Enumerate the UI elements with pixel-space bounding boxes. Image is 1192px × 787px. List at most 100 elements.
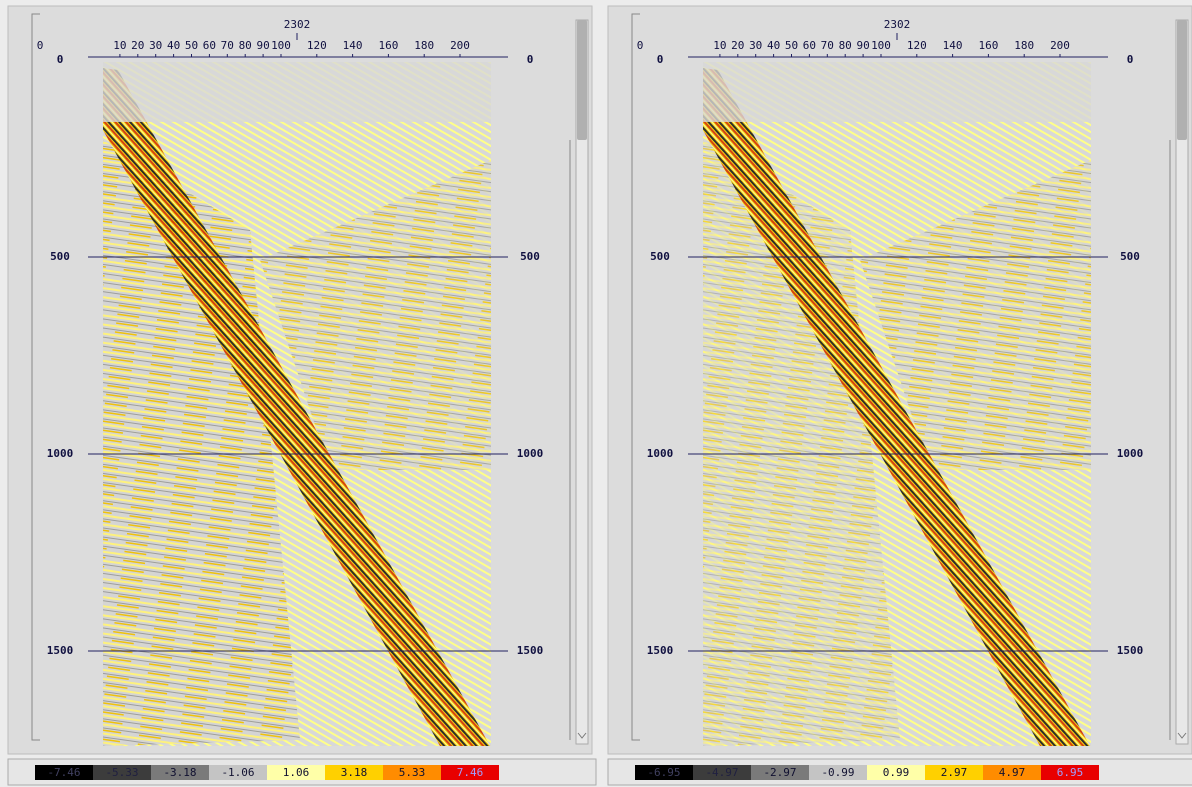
y-tick-label: 1500 [647, 644, 674, 657]
x-tick-label: 160 [378, 39, 398, 52]
x-tick-label: 40 [167, 39, 180, 52]
colorbar-cell [1041, 765, 1099, 780]
colorbar-cell [35, 765, 93, 780]
colorbar-label: -4.97 [705, 766, 738, 779]
colorbar-cell [809, 765, 867, 780]
y-tick-label-right: 1000 [517, 447, 544, 460]
x-tick-label: 180 [414, 39, 434, 52]
colorbar-label: -5.33 [105, 766, 138, 779]
colorbar-cell [209, 765, 267, 780]
colorbar-cell [267, 765, 325, 780]
colorbar-label: 6.95 [1057, 766, 1084, 779]
x-tick-label: 0 [637, 39, 644, 52]
colorbar-label: -7.46 [47, 766, 80, 779]
colorbar-cell [867, 765, 925, 780]
x-tick-label: 100 [871, 39, 891, 52]
y-tick-label-right: 500 [1120, 250, 1140, 263]
scrollbar-thumb [577, 20, 587, 140]
x-tick-label: 50 [185, 39, 198, 52]
x-tick-label: 40 [767, 39, 780, 52]
y-tick-label-right: 1000 [1117, 447, 1144, 460]
colorbar-label: 0.99 [883, 766, 910, 779]
x-tick-label: 120 [907, 39, 927, 52]
x-tick-label: 80 [839, 39, 852, 52]
y-tick-label-right: 1500 [517, 644, 544, 657]
y-tick-label: 0 [657, 53, 664, 66]
colorbar-cell [93, 765, 151, 780]
y-tick-label-right: 500 [520, 250, 540, 263]
x-tick-label: 90 [256, 39, 269, 52]
scrollbar-thumb [1177, 20, 1187, 140]
x-tick-label: 20 [731, 39, 744, 52]
x-tick-label: 70 [221, 39, 234, 52]
colorbar-cell [151, 765, 209, 780]
x-tick-label: 120 [307, 39, 327, 52]
y-tick-label: 500 [650, 250, 670, 263]
x-tick-label: 70 [821, 39, 834, 52]
x-tick-label: 200 [450, 39, 470, 52]
seismic-band [703, 68, 1090, 746]
y-tick-label-right: 0 [527, 53, 534, 66]
y-tick-label-right: 0 [1127, 53, 1134, 66]
colorbar-label: 3.18 [341, 766, 368, 779]
x-tick-label: 60 [803, 39, 816, 52]
seismic-band [103, 68, 490, 746]
scroll-arrow [1177, 732, 1187, 739]
colorbar-label: -0.99 [821, 766, 854, 779]
y-tick-label: 0 [57, 53, 64, 66]
y-tick-label: 1500 [47, 644, 74, 657]
colorbar-cell [693, 765, 751, 780]
seismic-upper [860, 160, 1091, 470]
panel: 2302 0 10 20 30 40 50 60 70 80 90 100 120 140 160 180 20… [7, 5, 597, 786]
colorbar-cell [925, 765, 983, 780]
colorbar-cell [983, 765, 1041, 780]
x-tick-label: 30 [149, 39, 162, 52]
colorbar-cell [635, 765, 693, 780]
seismic-left [703, 140, 900, 746]
colorbar-label: -6.95 [647, 766, 680, 779]
colorbar-label: -1.06 [221, 766, 254, 779]
x-tick-label: 10 [713, 39, 726, 52]
x-tick-label: 0 [37, 39, 44, 52]
y-tick-label: 1000 [47, 447, 74, 460]
colorbar-cell [441, 765, 499, 780]
seismic-top-gray [103, 62, 491, 122]
x-tick-label: 50 [785, 39, 798, 52]
y-tick-label-right: 1500 [1117, 644, 1144, 657]
colorbar-cell [325, 765, 383, 780]
x-tick-label: 100 [271, 39, 291, 52]
colorbar-label: 4.97 [999, 766, 1026, 779]
x-tick-label: 200 [1050, 39, 1070, 52]
colorbar-label: 7.46 [457, 766, 484, 779]
x-tick-label: 160 [978, 39, 998, 52]
x-tick-label: 180 [1014, 39, 1034, 52]
colorbar-label: 2.97 [941, 766, 968, 779]
frame-corner [631, 13, 640, 741]
seismic-left [103, 140, 300, 746]
colorbar-label: 5.33 [399, 766, 426, 779]
y-tick-label: 500 [50, 250, 70, 263]
seismic-top-gray [703, 62, 1091, 122]
axis-title: 2302 [884, 18, 911, 31]
x-tick-label: 10 [113, 39, 126, 52]
colorbar-label: -3.18 [163, 766, 196, 779]
panel: 2302 0 10 20 30 40 50 60 70 80 90 100 120 140 160 180 20… [607, 5, 1192, 786]
colorbar-label: -2.97 [763, 766, 796, 779]
scroll-arrow [577, 732, 587, 739]
frame-corner [31, 13, 40, 741]
x-tick-label: 30 [749, 39, 762, 52]
colorbar-cell [383, 765, 441, 780]
x-tick-label: 90 [856, 39, 869, 52]
x-tick-label: 140 [343, 39, 363, 52]
x-tick-label: 140 [943, 39, 963, 52]
x-tick-label: 80 [239, 39, 252, 52]
colorbar-cell [751, 765, 809, 780]
axis-title: 2302 [284, 18, 311, 31]
x-tick-label: 60 [203, 39, 216, 52]
seismic-upper [260, 160, 491, 470]
y-tick-label: 1000 [647, 447, 674, 460]
colorbar-label: 1.06 [283, 766, 310, 779]
x-tick-label: 20 [131, 39, 144, 52]
